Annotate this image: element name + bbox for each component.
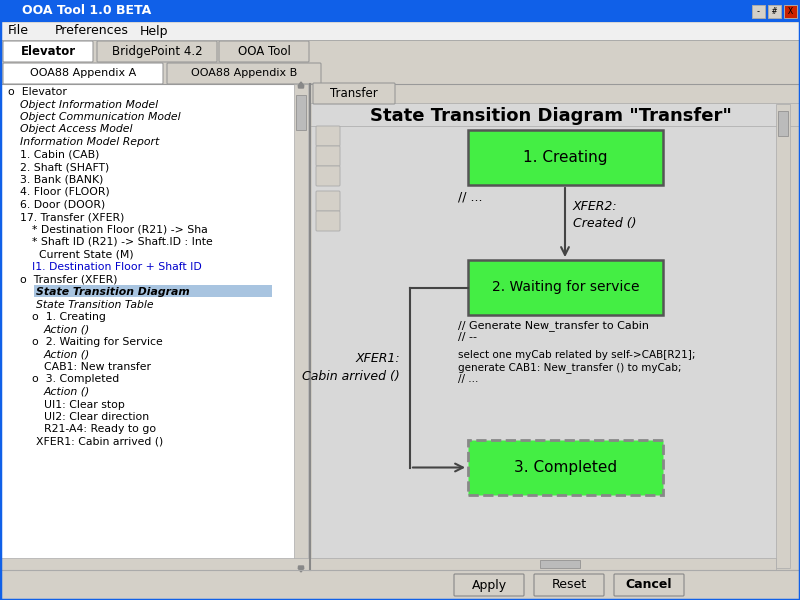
FancyBboxPatch shape	[316, 126, 340, 146]
Text: 3. Bank (BANK): 3. Bank (BANK)	[20, 175, 103, 185]
Text: 4. Floor (FLOOR): 4. Floor (FLOOR)	[20, 187, 110, 197]
Text: State Transition Diagram: State Transition Diagram	[36, 287, 190, 297]
FancyBboxPatch shape	[316, 166, 340, 186]
Text: o  1. Creating: o 1. Creating	[32, 312, 106, 322]
Text: X: X	[788, 7, 793, 16]
Text: o  2. Waiting for Service: o 2. Waiting for Service	[32, 337, 162, 347]
Text: o  3. Completed: o 3. Completed	[32, 374, 119, 385]
FancyBboxPatch shape	[3, 63, 163, 84]
Text: 2. Waiting for service: 2. Waiting for service	[492, 280, 639, 295]
Text: Action (): Action ()	[44, 387, 90, 397]
Text: Help: Help	[140, 25, 169, 37]
FancyBboxPatch shape	[454, 574, 524, 596]
Text: Preferences: Preferences	[55, 25, 129, 37]
Text: Action (): Action ()	[44, 349, 90, 359]
Bar	[784, 5, 797, 18]
Text: UI2: Clear direction: UI2: Clear direction	[44, 412, 149, 422]
Text: OOA Tool 1.0 BETA: OOA Tool 1.0 BETA	[22, 4, 151, 17]
Text: BridgePoint 4.2: BridgePoint 4.2	[112, 45, 202, 58]
Bar	[468, 130, 663, 185]
Text: XFER2:
Created (): XFER2: Created ()	[573, 199, 637, 230]
FancyArrow shape	[298, 566, 304, 572]
Bar	[0, 558, 310, 570]
Bar	[778, 111, 788, 136]
Text: 17. Transfer (XFER): 17. Transfer (XFER)	[20, 212, 124, 222]
FancyBboxPatch shape	[167, 63, 321, 84]
FancyBboxPatch shape	[316, 146, 340, 166]
Text: -: -	[756, 7, 761, 16]
Bar	[776, 104, 790, 568]
Text: 6. Door (DOOR): 6. Door (DOOR)	[20, 199, 106, 209]
Text: Reset: Reset	[551, 578, 586, 592]
Bar	[0, 22, 800, 40]
Text: State Transition Diagram "Transfer": State Transition Diagram "Transfer"	[370, 107, 732, 125]
Text: // --: // --	[458, 332, 477, 342]
Bar	[0, 40, 800, 62]
Text: File: File	[8, 25, 29, 37]
FancyBboxPatch shape	[534, 574, 604, 596]
FancyBboxPatch shape	[316, 191, 340, 211]
Text: Transfer: Transfer	[330, 87, 378, 100]
Text: State Transition Table: State Transition Table	[36, 299, 154, 310]
Text: Object Access Model: Object Access Model	[20, 124, 133, 134]
FancyBboxPatch shape	[219, 41, 309, 62]
Text: 1. Cabin (CAB): 1. Cabin (CAB)	[20, 149, 99, 160]
Text: XFER1:
Cabin arrived (): XFER1: Cabin arrived ()	[302, 352, 400, 383]
Text: XFER1: Cabin arrived (): XFER1: Cabin arrived ()	[36, 437, 163, 447]
Text: R21-A4: Ready to go: R21-A4: Ready to go	[44, 425, 156, 434]
Text: generate CAB1: New_transfer () to myCab;: generate CAB1: New_transfer () to myCab;	[458, 362, 682, 373]
FancyBboxPatch shape	[313, 83, 395, 104]
Text: // ...: // ...	[458, 374, 478, 384]
Text: * Destination Floor (R21) -> Sha: * Destination Floor (R21) -> Sha	[32, 224, 208, 235]
Text: Apply: Apply	[471, 578, 506, 592]
Text: #: #	[772, 7, 777, 16]
Text: o  Transfer (XFER): o Transfer (XFER)	[20, 275, 118, 284]
FancyBboxPatch shape	[316, 211, 340, 231]
FancyArrow shape	[298, 82, 304, 88]
Bar	[294, 84, 308, 570]
Text: CAB1: New transfer: CAB1: New transfer	[44, 362, 151, 372]
Text: Object Communication Model: Object Communication Model	[20, 112, 181, 122]
Text: Object Information Model: Object Information Model	[20, 100, 158, 109]
Text: 1. Creating: 1. Creating	[523, 150, 608, 165]
Text: select one myCab related by self->CAB[R21];: select one myCab related by self->CAB[R2…	[458, 350, 695, 360]
Bar	[34, 285, 272, 297]
Text: Cancel: Cancel	[626, 578, 672, 592]
Bar	[0, 0, 800, 22]
Text: // Generate New_transfer to Cabin: // Generate New_transfer to Cabin	[458, 320, 649, 331]
Text: OOA Tool: OOA Tool	[238, 45, 290, 58]
Bar	[768, 5, 781, 18]
Text: Information Model Report: Information Model Report	[20, 137, 159, 147]
Text: Current State (M): Current State (M)	[32, 250, 134, 259]
Bar	[0, 84, 310, 570]
Bar	[468, 440, 663, 495]
Bar	[752, 5, 765, 18]
Text: Elevator: Elevator	[21, 45, 75, 58]
Bar	[0, 570, 800, 600]
Text: OOA88 Appendix B: OOA88 Appendix B	[191, 68, 297, 79]
FancyBboxPatch shape	[97, 41, 217, 62]
Bar	[312, 104, 778, 568]
Text: 2. Shaft (SHAFT): 2. Shaft (SHAFT)	[20, 162, 110, 172]
Text: o  Elevator: o Elevator	[8, 87, 67, 97]
Text: // ...: // ...	[458, 190, 482, 203]
Bar	[310, 84, 800, 570]
Text: * Shaft ID (R21) -> Shaft.ID : Inte: * Shaft ID (R21) -> Shaft.ID : Inte	[32, 237, 213, 247]
FancyBboxPatch shape	[3, 41, 93, 62]
Bar	[296, 95, 306, 130]
Text: 3. Completed: 3. Completed	[514, 460, 617, 475]
Bar	[0, 62, 800, 84]
FancyBboxPatch shape	[614, 574, 684, 596]
Bar	[468, 260, 663, 315]
Bar	[310, 558, 776, 570]
Text: UI1: Clear stop: UI1: Clear stop	[44, 400, 125, 409]
Text: Action (): Action ()	[44, 325, 90, 335]
Text: OOA88 Appendix A: OOA88 Appendix A	[30, 68, 136, 79]
Text: I1. Destination Floor + Shaft ID: I1. Destination Floor + Shaft ID	[32, 262, 202, 272]
Bar	[540, 560, 580, 568]
